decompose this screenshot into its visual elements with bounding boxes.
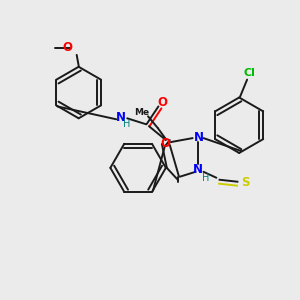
Text: N: N (194, 130, 203, 144)
Text: O: O (161, 136, 171, 150)
Text: Cl: Cl (243, 68, 255, 78)
Text: N: N (193, 163, 202, 176)
Text: Me: Me (134, 108, 150, 117)
Text: O: O (63, 41, 73, 55)
Text: S: S (241, 176, 249, 189)
Text: N: N (116, 111, 126, 124)
Text: O: O (157, 96, 167, 109)
Text: H: H (122, 119, 130, 129)
Text: H: H (202, 173, 209, 183)
